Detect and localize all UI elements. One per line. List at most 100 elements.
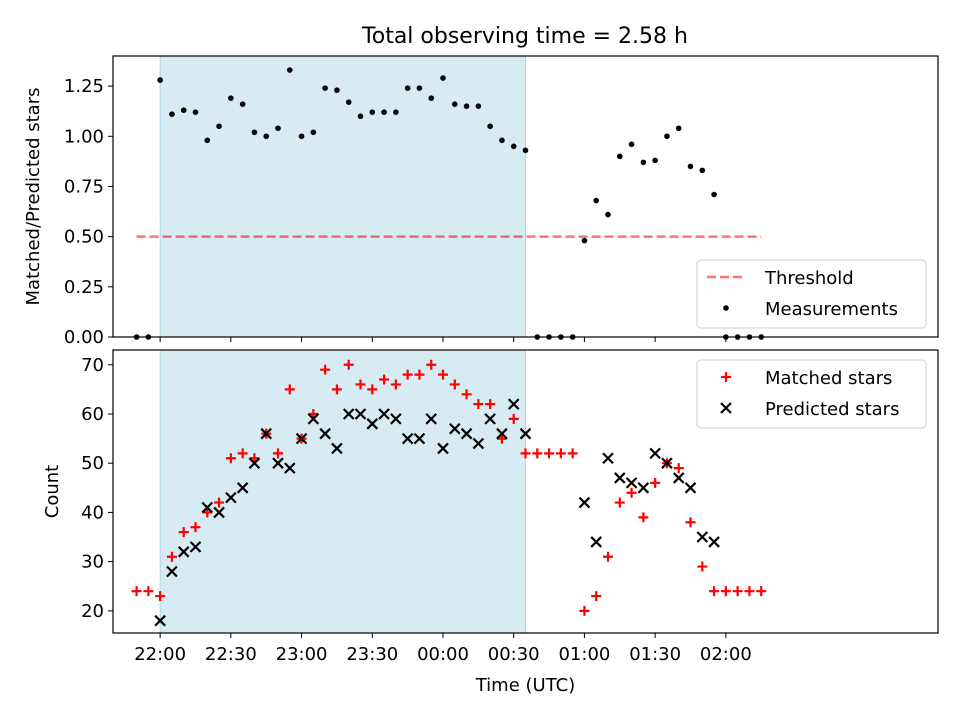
data-point <box>272 457 284 469</box>
observing-span <box>160 350 526 633</box>
data-point <box>284 384 295 395</box>
data-point <box>180 107 187 113</box>
data-point <box>357 113 364 120</box>
data-point <box>166 551 177 562</box>
series-predicted-stars <box>154 398 720 627</box>
data-point <box>499 137 505 144</box>
y-tick-label: 40 <box>81 502 104 523</box>
data-point <box>472 437 485 450</box>
data-point <box>228 95 234 101</box>
legend-label: Threshold <box>764 268 854 289</box>
data-point <box>381 109 387 115</box>
data-point <box>544 448 555 459</box>
data-point <box>354 408 367 420</box>
y-tick-label: 70 <box>81 355 104 376</box>
x-tick-label: 02:00 <box>700 644 752 665</box>
data-point <box>625 477 638 489</box>
data-point <box>603 551 613 562</box>
data-point <box>251 129 258 136</box>
data-point <box>567 448 578 459</box>
legend-label: Matched stars <box>765 368 892 389</box>
data-point <box>684 482 697 494</box>
data-point <box>190 522 201 533</box>
legend-label: Measurements <box>765 299 898 320</box>
x-axis-label: Time (UTC) <box>475 675 576 696</box>
data-point <box>637 482 650 494</box>
data-point <box>273 448 283 459</box>
data-point <box>402 369 413 380</box>
legend-label: Predicted stars <box>765 399 899 420</box>
data-point <box>390 413 402 425</box>
data-point <box>343 359 354 370</box>
data-point <box>475 103 482 109</box>
data-point <box>463 103 470 109</box>
data-point <box>496 433 507 444</box>
data-point <box>697 561 708 572</box>
data-point <box>721 372 731 382</box>
y-tick-label: 20 <box>81 601 104 622</box>
plot-frame <box>112 55 939 338</box>
data-point <box>367 384 378 395</box>
data-point <box>426 359 437 370</box>
data-point <box>650 477 661 488</box>
data-point <box>581 237 588 244</box>
y-tick-label: 0.00 <box>64 327 104 348</box>
data-point <box>275 125 281 132</box>
data-point <box>131 586 142 597</box>
data-point <box>555 448 566 459</box>
data-point <box>177 546 190 558</box>
data-point <box>204 137 211 144</box>
data-point <box>711 191 717 198</box>
data-point <box>461 389 472 400</box>
data-point <box>449 379 460 390</box>
data-point <box>626 487 637 498</box>
data-point <box>578 496 591 509</box>
legend-box <box>696 359 927 429</box>
data-point <box>687 163 694 170</box>
plot-frame <box>112 349 939 634</box>
data-point <box>614 497 625 508</box>
data-point <box>579 605 590 616</box>
y-tick-label: 0.75 <box>64 176 104 197</box>
data-point <box>507 398 520 410</box>
data-point <box>225 453 236 464</box>
data-point <box>249 453 260 464</box>
data-point <box>216 123 222 130</box>
data-point <box>284 462 296 474</box>
figure-title: Total observing time = 2.58 h <box>361 24 688 49</box>
data-point <box>143 586 154 597</box>
data-point <box>331 442 343 455</box>
data-point <box>485 399 496 410</box>
data-point <box>673 463 684 474</box>
data-point <box>438 369 448 380</box>
legend-box <box>696 259 927 329</box>
y-tick-label: 0.50 <box>64 227 104 248</box>
data-point <box>593 197 600 204</box>
data-point <box>320 364 331 375</box>
data-point <box>699 167 706 174</box>
data-point <box>414 369 425 380</box>
data-point <box>155 591 166 602</box>
data-point <box>298 133 305 140</box>
y-axis-label: Matched/Predicted stars <box>23 88 44 306</box>
data-point <box>192 109 199 115</box>
data-point <box>166 565 178 578</box>
data-point <box>202 507 213 518</box>
data-point <box>366 418 379 430</box>
data-point <box>308 408 319 419</box>
data-point <box>519 427 532 440</box>
observing-span <box>160 56 526 337</box>
data-point <box>720 586 731 597</box>
data-point <box>369 109 376 115</box>
data-point <box>154 614 166 627</box>
data-point <box>672 472 685 484</box>
x-tick-label: 22:00 <box>134 644 186 665</box>
data-point <box>664 133 670 140</box>
data-point <box>487 123 493 130</box>
data-point <box>473 399 484 410</box>
data-point <box>496 427 508 440</box>
x-tick-label: 23:30 <box>346 644 398 665</box>
data-point <box>638 512 649 523</box>
data-point <box>378 408 390 420</box>
x-tick-label: 01:00 <box>558 644 610 665</box>
